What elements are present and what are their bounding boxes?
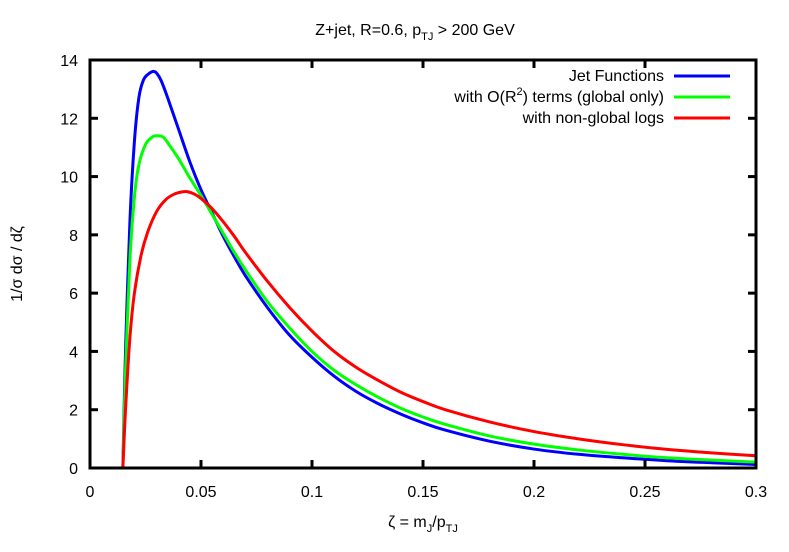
x-tick-label: 0: [86, 484, 95, 501]
y-tick-label: 10: [60, 170, 78, 187]
x-tick-label: 0.3: [745, 484, 767, 501]
y-axis: 0 2 4 6 8 10 12 14: [60, 53, 756, 478]
y-tick-label: 14: [60, 53, 78, 70]
x-tick-label: 0.15: [407, 484, 438, 501]
y-tick-label: 4: [69, 344, 78, 361]
series-line-jet-functions: [121, 69, 756, 468]
y-tick-label: 2: [69, 403, 78, 420]
legend-label-non-global-logs: with non-global logs: [522, 110, 664, 127]
x-tick-label: 0.25: [629, 484, 660, 501]
chart-title: Z+jet, R=0.6, pTJ > 200 GeV: [315, 22, 515, 43]
series-group: [121, 69, 756, 468]
y-tick-label: 6: [69, 286, 78, 303]
legend-label-global-terms: with O(R2) terms (global only): [453, 86, 664, 106]
x-tick-label: 0.2: [523, 484, 545, 501]
y-tick-label: 8: [69, 228, 78, 245]
y-tick-label: 0: [69, 461, 78, 478]
x-axis-label: ζ = mJ/pTJ: [388, 514, 458, 535]
x-tick-label: 0.1: [301, 484, 323, 501]
series-line-global-terms: [121, 134, 756, 468]
x-tick-label: 0.05: [185, 484, 216, 501]
y-tick-label: 12: [60, 111, 78, 128]
legend-label-jet-functions: Jet Functions: [569, 68, 664, 85]
x-axis: 0 0.05 0.1 0.15 0.2 0.25 0.3: [86, 60, 767, 501]
series-line-non-global-logs: [121, 189, 756, 468]
legend: Jet Functions with O(R2) terms (global o…: [453, 68, 730, 127]
y-axis-label: 1/σ dσ / dζ: [9, 226, 26, 302]
